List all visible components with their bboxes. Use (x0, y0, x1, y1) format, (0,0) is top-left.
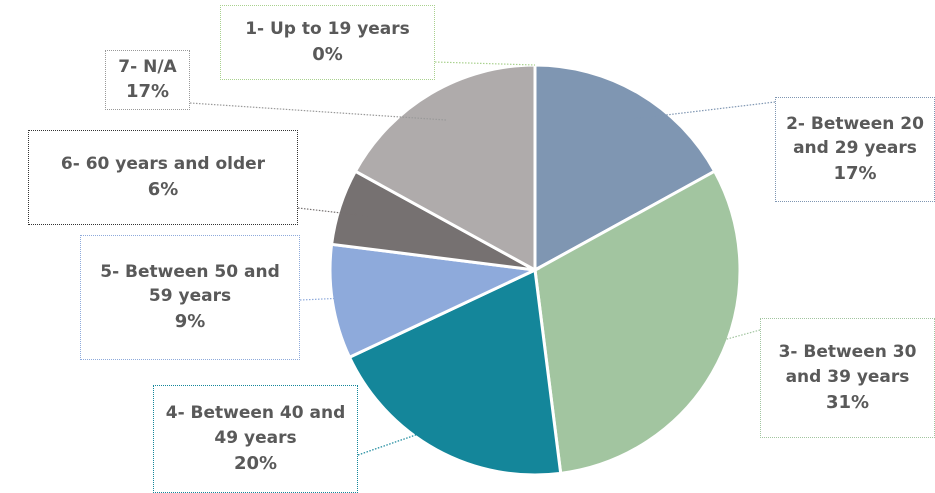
category-label: 7- N/A (118, 56, 177, 77)
category-label: 2- Between 20 and 29 years (786, 113, 924, 159)
value-label: 20% (233, 452, 278, 474)
data-label: 3- Between 30 and 39 years 31% (760, 318, 935, 438)
pie-slice (533, 169, 742, 476)
data-label: 1- Up to 19 years 0% (220, 5, 435, 80)
leader-line (690, 329, 761, 350)
category-label: 3- Between 30 and 39 years (778, 342, 917, 387)
data-label: 4- Between 40 and 49 years 20% (153, 385, 358, 493)
category-label: 5- Between 50 and 59 years (100, 261, 280, 307)
category-label: 4- Between 40 and 49 years (165, 403, 346, 448)
value-label: 9% (174, 311, 206, 333)
pie-slice (353, 63, 537, 273)
leader-line (299, 296, 363, 301)
leader-line (189, 102, 447, 121)
value-label: 0% (312, 43, 343, 65)
leader-line (357, 422, 452, 456)
category-label: 6- 60 years and older (60, 154, 266, 175)
data-label: 6- 60 years and older 6% (28, 130, 298, 225)
leader-line (623, 101, 776, 121)
pie-slice (533, 63, 717, 273)
data-label: 7- N/A 17% (105, 50, 190, 110)
value-label: 31% (825, 391, 870, 413)
category-label: 1- Up to 19 years (245, 19, 410, 40)
value-label: 17% (833, 163, 877, 185)
value-label: 6% (147, 178, 179, 200)
value-label: 17% (125, 81, 170, 103)
data-label: 2- Between 20 and 29 years 17% (775, 97, 935, 202)
pie-slice (328, 242, 541, 360)
pie-slice (347, 267, 563, 477)
leader-line (434, 61, 536, 66)
data-label: 5- Between 50 and 59 years 9% (80, 235, 300, 360)
